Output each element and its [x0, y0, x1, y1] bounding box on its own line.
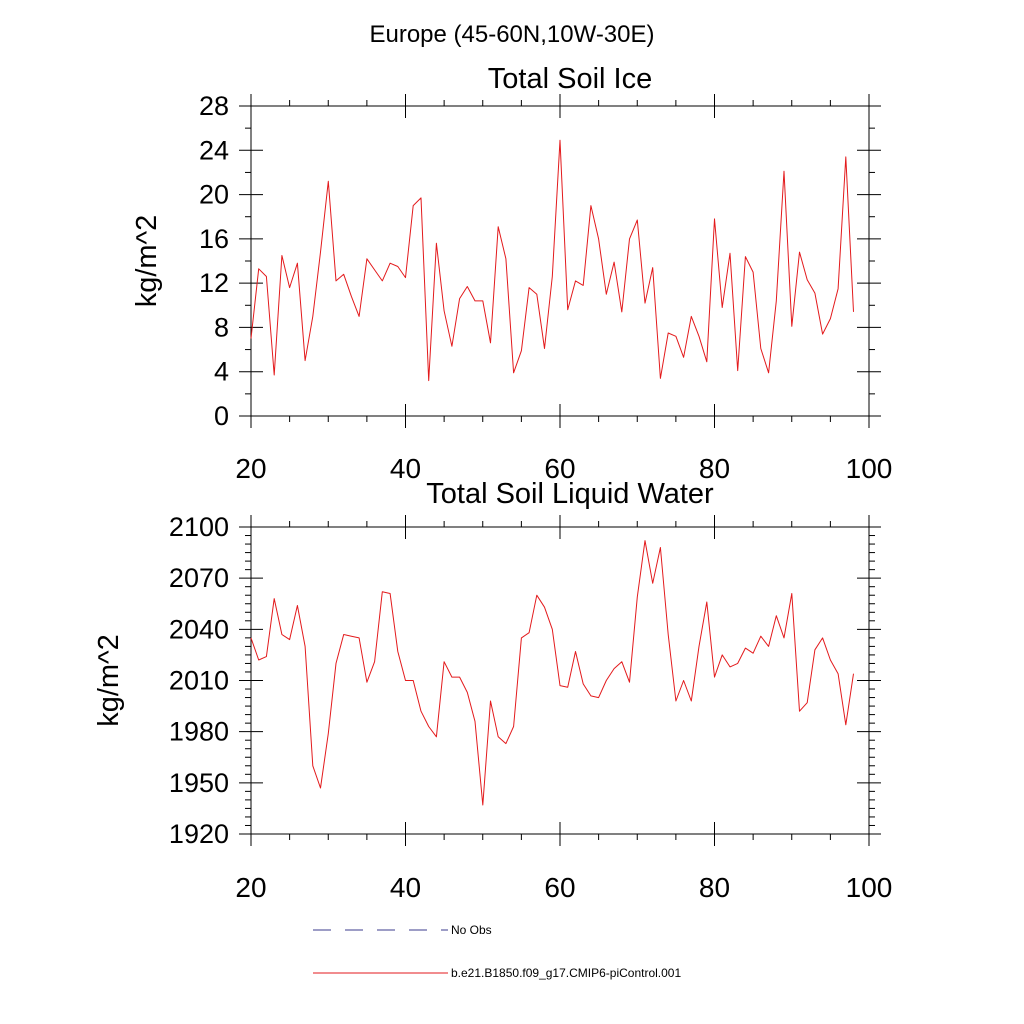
x-tick-label: 60 [544, 872, 575, 903]
legend: No Obs b.e21.B1850.f09_g17.CMIP6-piContr… [313, 923, 681, 980]
y-tick-label: 1980 [169, 717, 229, 747]
y-tick-label: 4 [214, 357, 229, 387]
x-tick-label: 40 [390, 872, 421, 903]
x-tick-label: 60 [544, 453, 575, 484]
panel-total-soil-ice: 0 4 8 12 16 20 24 28 20 40 60 80 100 Total Soil Ice kg… [131, 63, 892, 484]
x-tick-label: 40 [390, 453, 421, 484]
y-tick-label: 2100 [169, 512, 229, 542]
y-tick-label: 16 [199, 224, 229, 254]
y-tick-label: 1950 [169, 768, 229, 798]
series-line [250, 540, 854, 806]
y-tick-label: 2040 [169, 614, 229, 644]
y-axis-label: kg/m^2 [93, 634, 125, 727]
y-tick-label: 8 [214, 312, 229, 342]
figure-title: Europe (45-60N,10W-30E) [369, 21, 654, 48]
y-tick-label: 0 [214, 401, 229, 431]
legend-label-model: b.e21.B1850.f09_g17.CMIP6-piControl.001 [451, 966, 681, 980]
y-tick-label: 2070 [169, 563, 229, 593]
y-tick-label: 2010 [169, 666, 229, 696]
x-tick-label: 20 [235, 453, 266, 484]
plot-title: Total Soil Ice [488, 63, 652, 95]
x-tick-label: 20 [235, 872, 266, 903]
y-axis-label: kg/m^2 [131, 215, 163, 308]
x-tick-label: 100 [846, 872, 893, 903]
y-tick-label: 12 [199, 268, 229, 298]
y-tick-label: 28 [199, 91, 229, 121]
plot-title: Total Soil Liquid Water [426, 478, 714, 510]
x-tick-label: 80 [699, 453, 730, 484]
plot-frame [250, 105, 870, 417]
y-tick-label: 1920 [169, 819, 229, 849]
x-tick-label: 80 [699, 872, 730, 903]
series-line [250, 139, 854, 382]
x-tick-label: 100 [846, 453, 893, 484]
y-tick-label: 20 [199, 180, 229, 210]
plot-frame [250, 526, 870, 835]
y-tick-label: 24 [199, 135, 229, 165]
legend-label-no-obs: No Obs [451, 923, 492, 937]
